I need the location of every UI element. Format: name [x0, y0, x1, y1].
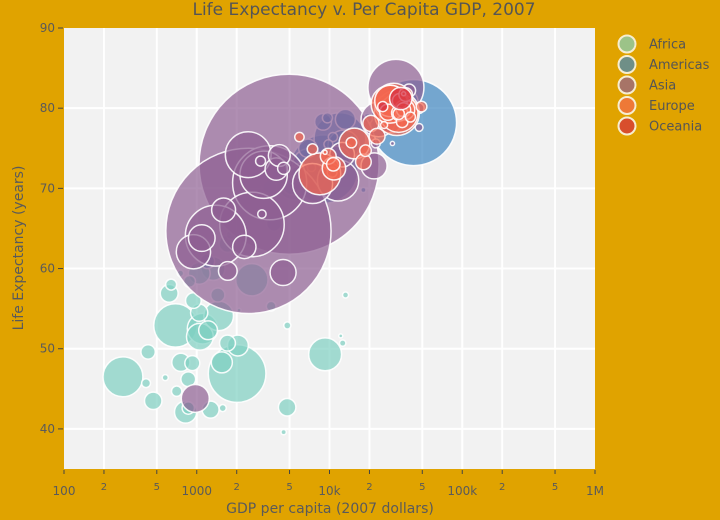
- bubble-asia[interactable]: [180, 383, 211, 414]
- bubble-asia[interactable]: [224, 131, 272, 179]
- legend-label: Americas: [649, 58, 710, 73]
- y-tick-label: 50: [40, 342, 55, 356]
- x-tick-label: 100k: [447, 484, 477, 498]
- bubble-africa[interactable]: [164, 278, 178, 291]
- bubble-asia[interactable]: [269, 258, 297, 287]
- bubble-asia[interactable]: [389, 140, 396, 147]
- bubble-asia[interactable]: [231, 234, 257, 260]
- x-tick-label: 1M: [586, 484, 604, 498]
- chart-title: Life Expectancy v. Per Capita GDP, 2007: [192, 0, 535, 20]
- x-tick-label: 1000: [181, 484, 212, 498]
- bubble-oceania[interactable]: [376, 100, 389, 113]
- bubble-europe[interactable]: [325, 156, 341, 172]
- legend-marker: [617, 55, 637, 74]
- bubble-africa[interactable]: [197, 320, 219, 341]
- x-tick-label: 2: [234, 482, 240, 493]
- bubble-europe[interactable]: [293, 131, 305, 143]
- bubble-europe[interactable]: [368, 127, 386, 145]
- y-tick-label: 90: [40, 21, 55, 35]
- bubble-oceania[interactable]: [388, 86, 413, 111]
- bubble-africa[interactable]: [161, 373, 170, 382]
- legend-item-asia[interactable]: Asia: [617, 75, 677, 95]
- legend-marker: [617, 96, 637, 115]
- bubble-africa[interactable]: [337, 333, 344, 339]
- legend-item-europe[interactable]: Europe: [617, 96, 695, 115]
- bubble-europe[interactable]: [322, 149, 328, 156]
- legend-marker: [617, 34, 637, 54]
- legend-marker: [617, 75, 637, 95]
- bubble-asia[interactable]: [187, 224, 216, 253]
- legend-item-americas[interactable]: Americas: [617, 55, 710, 74]
- legend-label: Europe: [649, 99, 695, 114]
- legend-item-africa[interactable]: Africa: [617, 34, 687, 54]
- bubble-africa[interactable]: [338, 339, 347, 348]
- legend-label: Asia: [649, 79, 676, 94]
- legend: Africa Americas Asia Europe Oceania: [617, 34, 710, 136]
- bubble-europe[interactable]: [306, 143, 319, 156]
- bubble-europe[interactable]: [404, 111, 417, 123]
- y-tick-label: 70: [40, 181, 55, 195]
- x-tick-label: 5: [419, 482, 425, 493]
- bubble-asia[interactable]: [414, 122, 424, 133]
- x-axis: 100 2 5 1000 2 5 10k 2 5 100k 2 5 1M: [53, 470, 604, 498]
- bubble-africa[interactable]: [277, 397, 297, 417]
- x-tick-label: 5: [552, 482, 558, 493]
- bubble-asia[interactable]: [256, 209, 267, 219]
- bubble-africa[interactable]: [102, 356, 144, 398]
- x-tick-label: 5: [154, 482, 160, 493]
- bubble-africa[interactable]: [210, 351, 234, 374]
- x-tick-label: 100: [53, 484, 76, 498]
- y-tick-label: 80: [40, 101, 55, 115]
- y-tick-label: 40: [40, 422, 55, 436]
- legend-marker: [617, 116, 637, 136]
- x-tick-label: 2: [366, 482, 372, 493]
- x-tick-label: 2: [101, 482, 107, 493]
- x-tick-label: 10k: [318, 484, 340, 498]
- bubble-asia[interactable]: [254, 155, 267, 167]
- x-axis-title: GDP per capita (2007 dollars): [226, 501, 434, 517]
- bubble-africa[interactable]: [307, 337, 343, 372]
- series-oceania: [376, 86, 413, 113]
- bubble-africa[interactable]: [143, 391, 163, 411]
- y-axis: 40 50 60 70 80 90: [40, 21, 63, 436]
- bubble-europe[interactable]: [415, 100, 428, 113]
- bubble-asia[interactable]: [210, 197, 237, 223]
- y-tick-label: 60: [40, 262, 55, 276]
- bubble-africa[interactable]: [140, 344, 157, 360]
- legend-label: Africa: [649, 38, 686, 53]
- legend-item-oceania[interactable]: Oceania: [617, 116, 703, 136]
- bubble-africa[interactable]: [283, 321, 292, 330]
- bubble-africa[interactable]: [218, 334, 237, 352]
- bubble-europe[interactable]: [379, 120, 389, 130]
- y-axis-title: Life Expectancy (years): [11, 166, 27, 331]
- bubble-asia[interactable]: [217, 260, 238, 282]
- bubble-africa[interactable]: [280, 428, 288, 436]
- bubble-europe[interactable]: [358, 144, 373, 158]
- x-tick-label: 2: [499, 482, 505, 493]
- bubbles-layer: [102, 58, 458, 436]
- bubble-asia[interactable]: [276, 161, 291, 176]
- bubble-africa[interactable]: [184, 354, 201, 372]
- bubble-africa[interactable]: [218, 403, 227, 413]
- bubble-africa[interactable]: [170, 385, 183, 398]
- bubble-africa[interactable]: [341, 291, 350, 299]
- legend-label: Oceania: [649, 120, 702, 135]
- bubble-africa[interactable]: [140, 378, 152, 389]
- bubble-europe[interactable]: [345, 136, 358, 149]
- x-tick-label: 5: [286, 482, 292, 493]
